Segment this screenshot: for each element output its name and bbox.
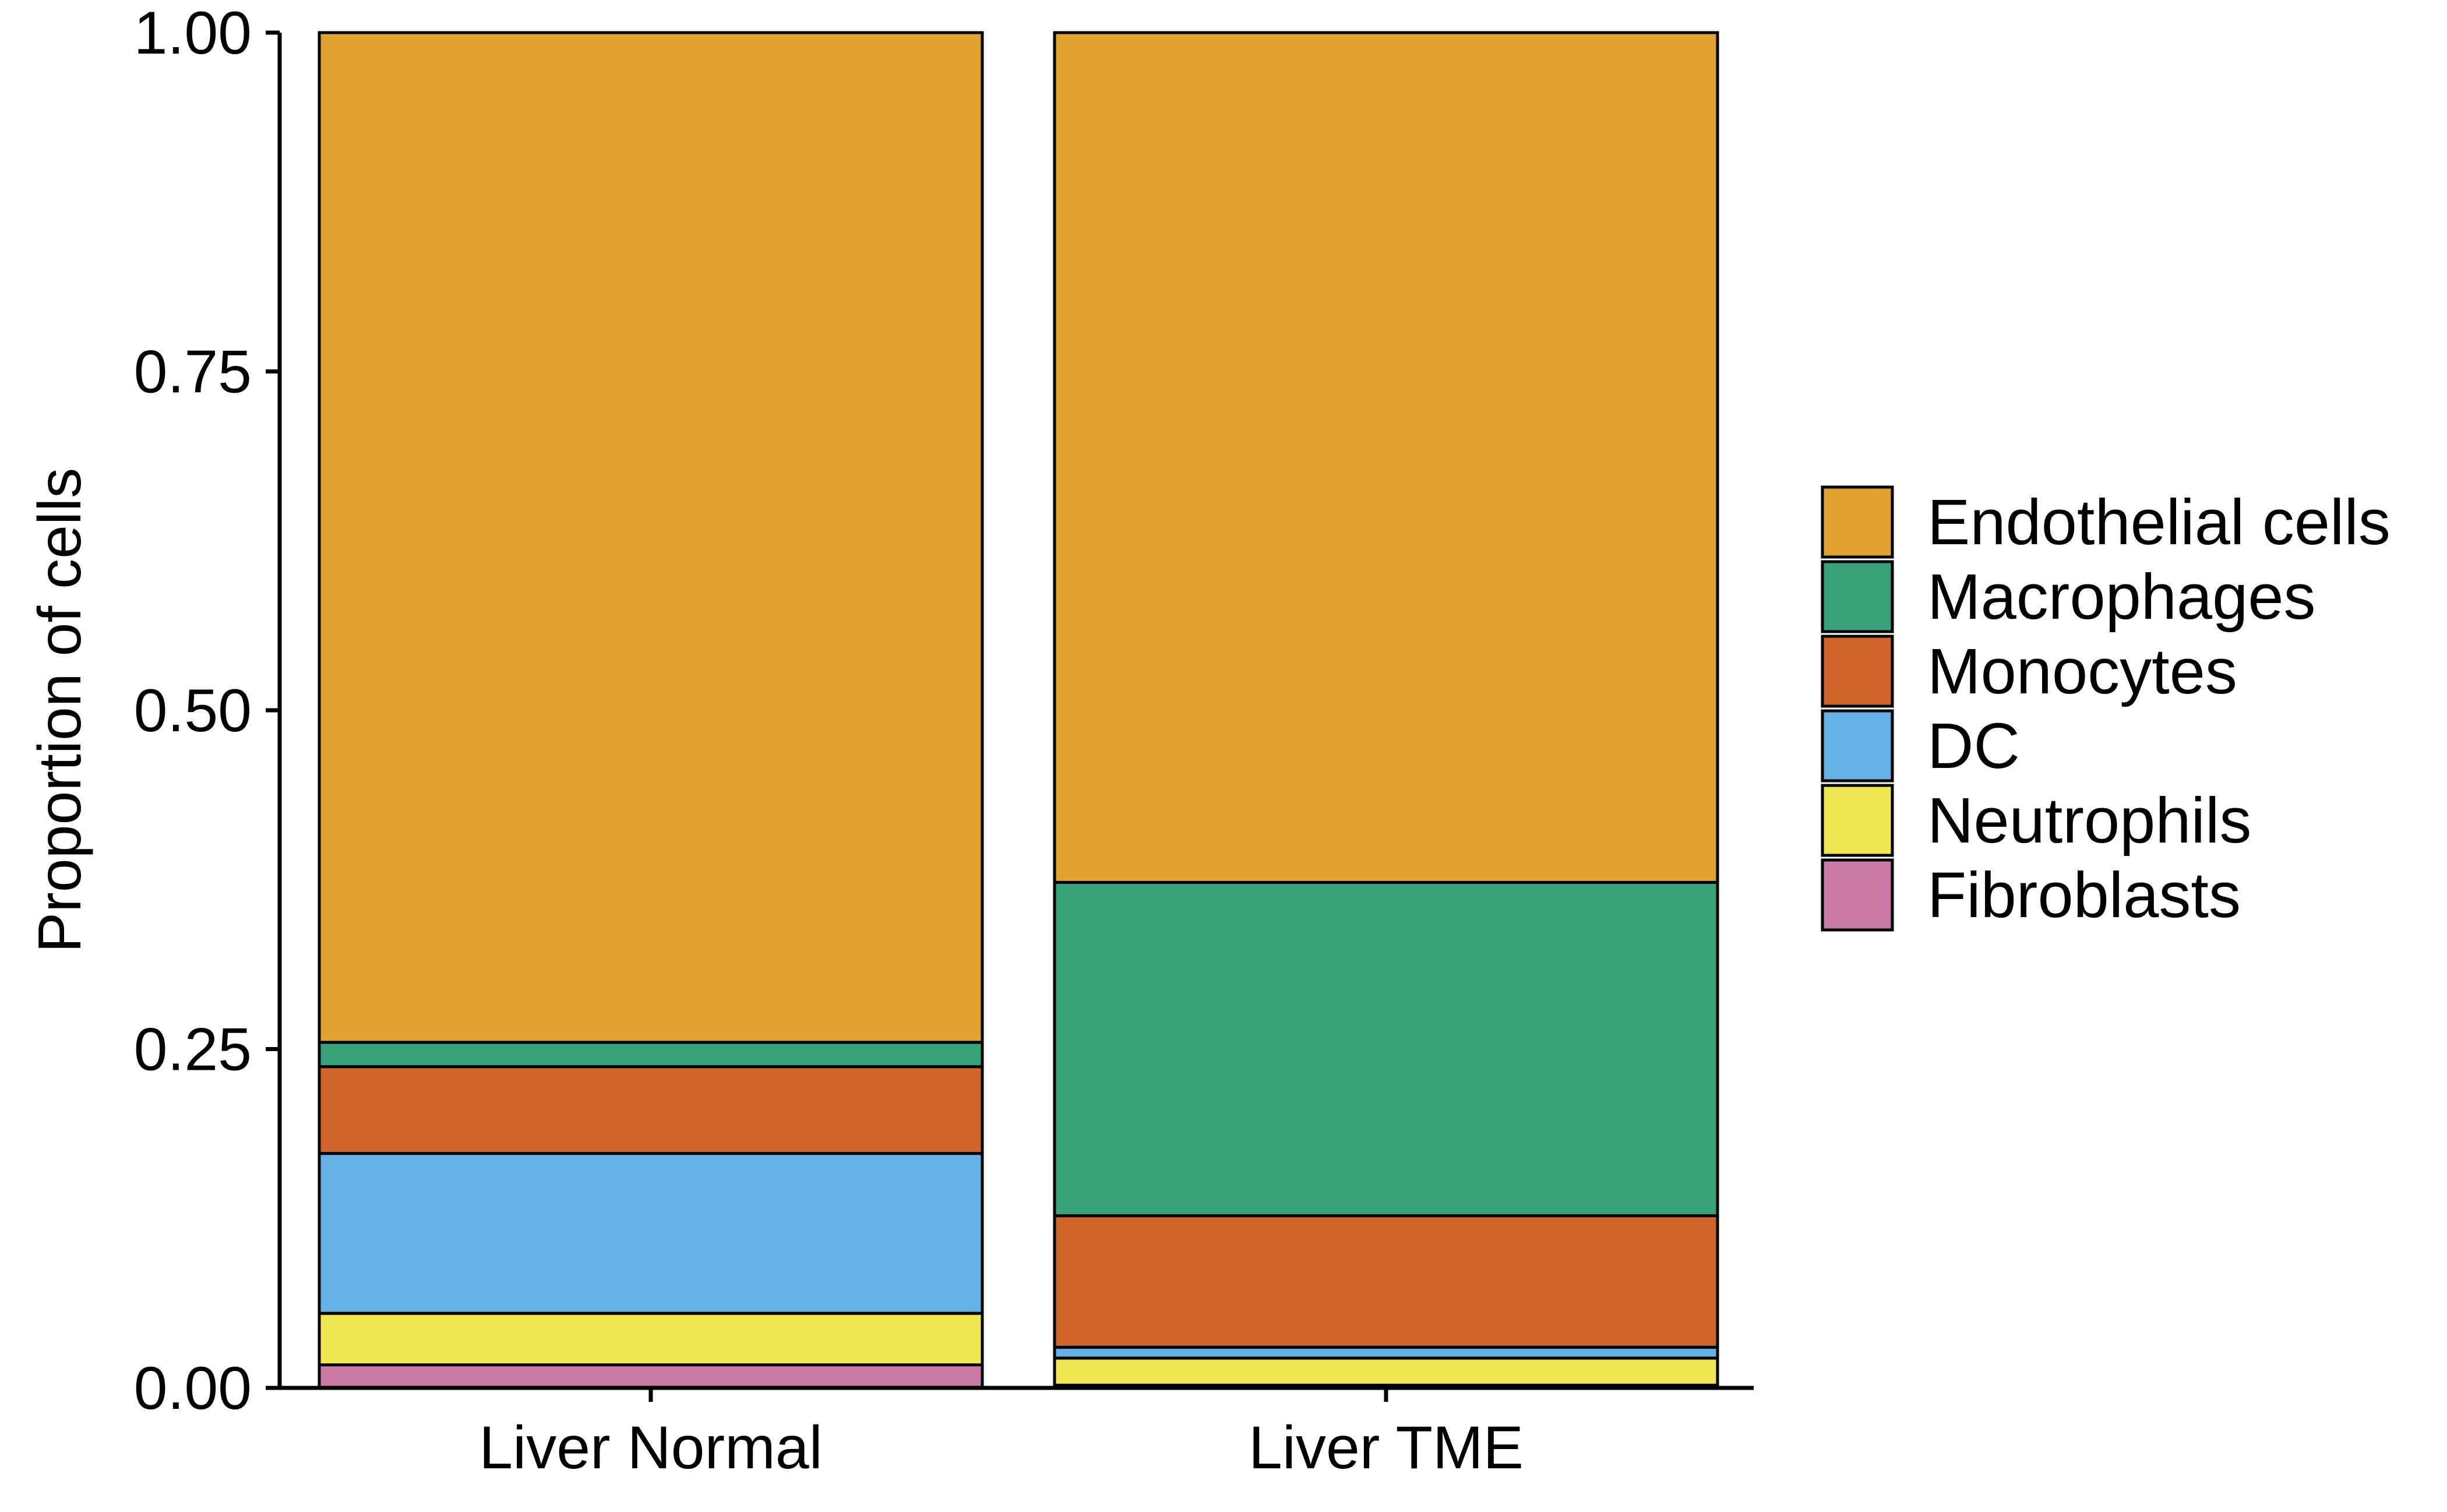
y-tick-label: 0.75 xyxy=(134,339,252,406)
bar-segment-liver-normal-endothelial-cells xyxy=(318,31,984,1044)
legend-key-dc xyxy=(1821,709,1894,783)
bar-segment-liver-tme-dc xyxy=(1053,1345,1719,1360)
legend-label-dc: DC xyxy=(1927,710,2020,782)
y-axis-ticks: 0.00 0.25 0.50 0.75 1.00 xyxy=(134,0,280,1422)
y-tick-label: 1.00 xyxy=(134,0,252,67)
legend-label-fibroblasts: Fibroblasts xyxy=(1927,859,2241,931)
legend-key-fibroblasts xyxy=(1821,858,1894,932)
y-tick-label: 0.25 xyxy=(134,1016,252,1084)
legend-key-macrophages xyxy=(1821,560,1894,633)
bar-segment-liver-tme-neutrophils xyxy=(1053,1356,1719,1387)
legend-key-endothelial-cells xyxy=(1821,485,1894,559)
bar-segment-liver-tme-endothelial-cells xyxy=(1053,31,1719,884)
legend-key-neutrophils xyxy=(1821,784,1894,857)
bar-segment-liver-tme-monocytes xyxy=(1053,1214,1719,1349)
legend-label-macrophages: Macrophages xyxy=(1927,561,2316,633)
y-tick-label: 0.00 xyxy=(134,1355,252,1422)
bar-segment-liver-normal-dc xyxy=(318,1152,984,1315)
legend-key-monocytes xyxy=(1821,635,1894,708)
legend: Endothelial cellsMacrophagesMonocytesDCN… xyxy=(1821,485,2390,932)
bar-segment-liver-normal-monocytes xyxy=(318,1065,984,1155)
legend-label-neutrophils: Neutrophils xyxy=(1927,785,2251,857)
y-axis-title: Proportion of cells xyxy=(26,468,94,953)
y-tick-label: 0.50 xyxy=(134,677,252,745)
bar-segment-liver-normal-macrophages xyxy=(318,1041,984,1069)
bars-layer xyxy=(318,31,1719,1390)
bar-segment-liver-tme-macrophages xyxy=(1053,880,1719,1218)
x-tick-label: Liver TME xyxy=(1249,1414,1524,1482)
bar-segment-liver-normal-neutrophils xyxy=(318,1312,984,1366)
x-tick-label: Liver Normal xyxy=(479,1414,822,1482)
bar-segment-liver-normal-fibroblasts xyxy=(318,1363,984,1390)
legend-label-monocytes: Monocytes xyxy=(1927,636,2237,707)
legend-label-endothelial-cells: Endothelial cells xyxy=(1927,487,2390,558)
x-axis-ticks: Liver Normal Liver TME xyxy=(479,1388,1524,1482)
